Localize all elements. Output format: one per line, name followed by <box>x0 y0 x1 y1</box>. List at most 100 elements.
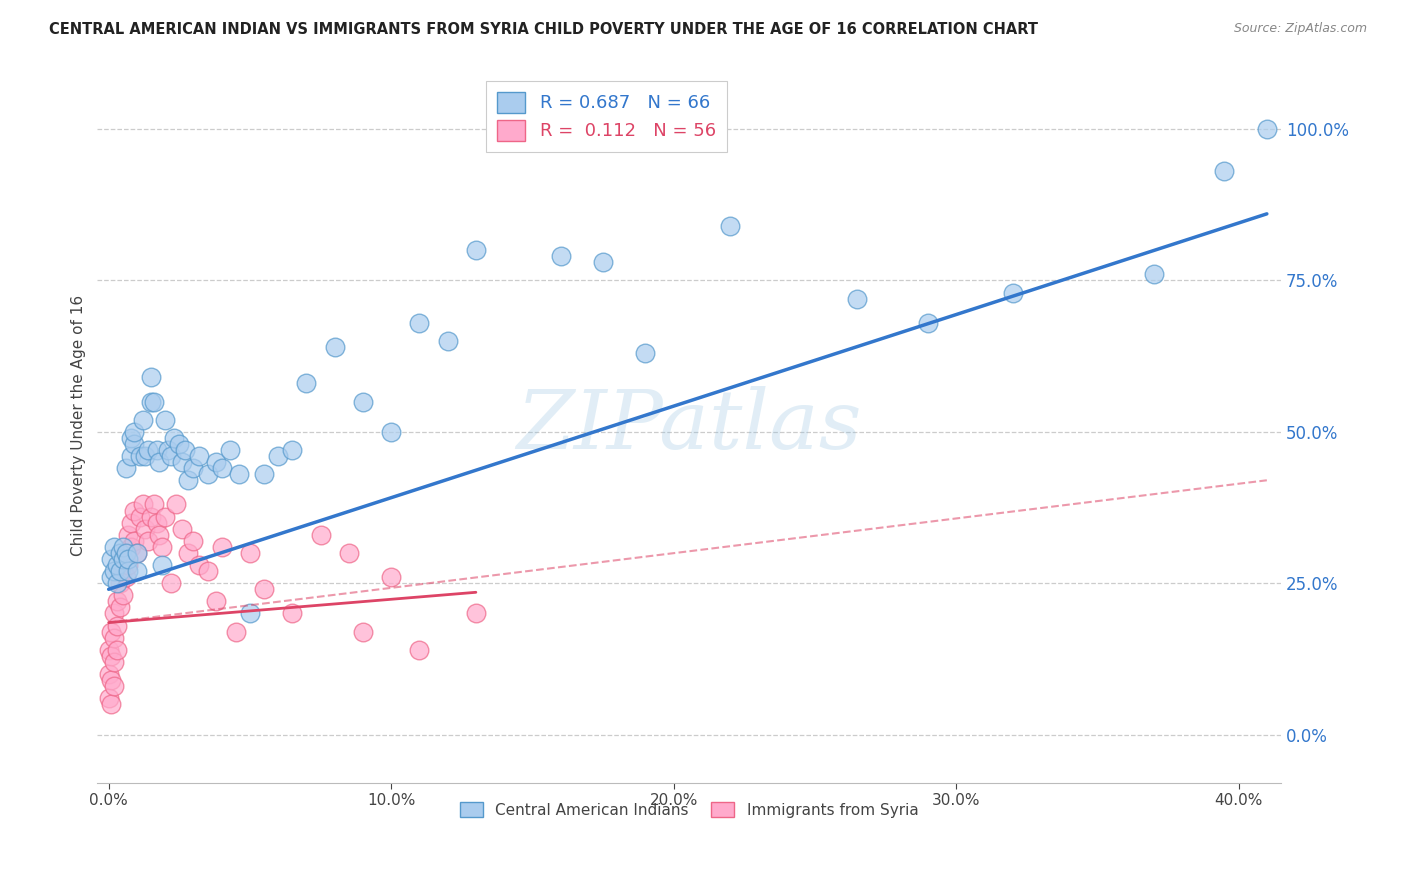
Point <box>108 546 131 560</box>
Point <box>1143 268 1166 282</box>
Point <box>634 346 657 360</box>
Point <box>408 643 430 657</box>
Point <box>122 437 145 451</box>
Point <box>177 546 200 560</box>
Point <box>188 558 211 572</box>
Point <box>239 546 262 560</box>
Point <box>846 292 869 306</box>
Point <box>108 600 131 615</box>
Point <box>100 624 122 639</box>
Point <box>172 522 194 536</box>
Point <box>117 528 139 542</box>
Point <box>183 461 205 475</box>
Point <box>134 449 156 463</box>
Point <box>205 455 228 469</box>
Point <box>159 449 181 463</box>
Point <box>309 528 332 542</box>
Point <box>281 442 304 457</box>
Point <box>148 528 170 542</box>
Point <box>122 425 145 439</box>
Point <box>125 546 148 560</box>
Point <box>464 243 486 257</box>
Point <box>174 442 197 457</box>
Point <box>165 498 187 512</box>
Point <box>111 564 134 578</box>
Point <box>105 618 128 632</box>
Point <box>111 540 134 554</box>
Point <box>228 467 250 482</box>
Point <box>352 624 374 639</box>
Point <box>267 449 290 463</box>
Point <box>103 655 125 669</box>
Point <box>139 509 162 524</box>
Point <box>295 376 318 391</box>
Point <box>108 576 131 591</box>
Point <box>131 498 153 512</box>
Point <box>142 394 165 409</box>
Point <box>100 570 122 584</box>
Text: CENTRAL AMERICAN INDIAN VS IMMIGRANTS FROM SYRIA CHILD POVERTY UNDER THE AGE OF : CENTRAL AMERICAN INDIAN VS IMMIGRANTS FR… <box>49 22 1038 37</box>
Point <box>136 442 159 457</box>
Point <box>225 624 247 639</box>
Point <box>1213 164 1236 178</box>
Point <box>120 431 142 445</box>
Point <box>120 540 142 554</box>
Point <box>114 546 136 560</box>
Point <box>100 673 122 687</box>
Point <box>111 588 134 602</box>
Point <box>103 631 125 645</box>
Point <box>139 394 162 409</box>
Point <box>134 522 156 536</box>
Point <box>114 570 136 584</box>
Point <box>197 564 219 578</box>
Point <box>128 449 150 463</box>
Point <box>103 540 125 554</box>
Point <box>205 594 228 608</box>
Point <box>436 334 458 348</box>
Point <box>103 564 125 578</box>
Point <box>380 425 402 439</box>
Point <box>162 431 184 445</box>
Point <box>211 461 233 475</box>
Point <box>120 516 142 530</box>
Point <box>97 643 120 657</box>
Point <box>159 576 181 591</box>
Point <box>718 219 741 233</box>
Point <box>103 679 125 693</box>
Point <box>172 455 194 469</box>
Text: ZIPatlas: ZIPatlas <box>516 385 862 466</box>
Point <box>103 607 125 621</box>
Point <box>1001 285 1024 300</box>
Point <box>408 316 430 330</box>
Point <box>592 255 614 269</box>
Point <box>281 607 304 621</box>
Point <box>111 552 134 566</box>
Point <box>136 533 159 548</box>
Point <box>153 413 176 427</box>
Point <box>117 564 139 578</box>
Point <box>100 552 122 566</box>
Point <box>97 691 120 706</box>
Point <box>337 546 360 560</box>
Point <box>464 607 486 621</box>
Point <box>153 509 176 524</box>
Point <box>100 648 122 663</box>
Point <box>323 340 346 354</box>
Text: Source: ZipAtlas.com: Source: ZipAtlas.com <box>1233 22 1367 36</box>
Point <box>105 594 128 608</box>
Point <box>917 316 939 330</box>
Point <box>108 564 131 578</box>
Point <box>253 582 276 597</box>
Y-axis label: Child Poverty Under the Age of 16: Child Poverty Under the Age of 16 <box>72 295 86 557</box>
Point <box>97 667 120 681</box>
Point <box>150 558 173 572</box>
Point <box>145 516 167 530</box>
Point <box>120 449 142 463</box>
Point <box>1256 122 1278 136</box>
Point <box>114 461 136 475</box>
Point <box>105 558 128 572</box>
Point <box>117 558 139 572</box>
Point <box>177 473 200 487</box>
Point <box>197 467 219 482</box>
Point <box>117 552 139 566</box>
